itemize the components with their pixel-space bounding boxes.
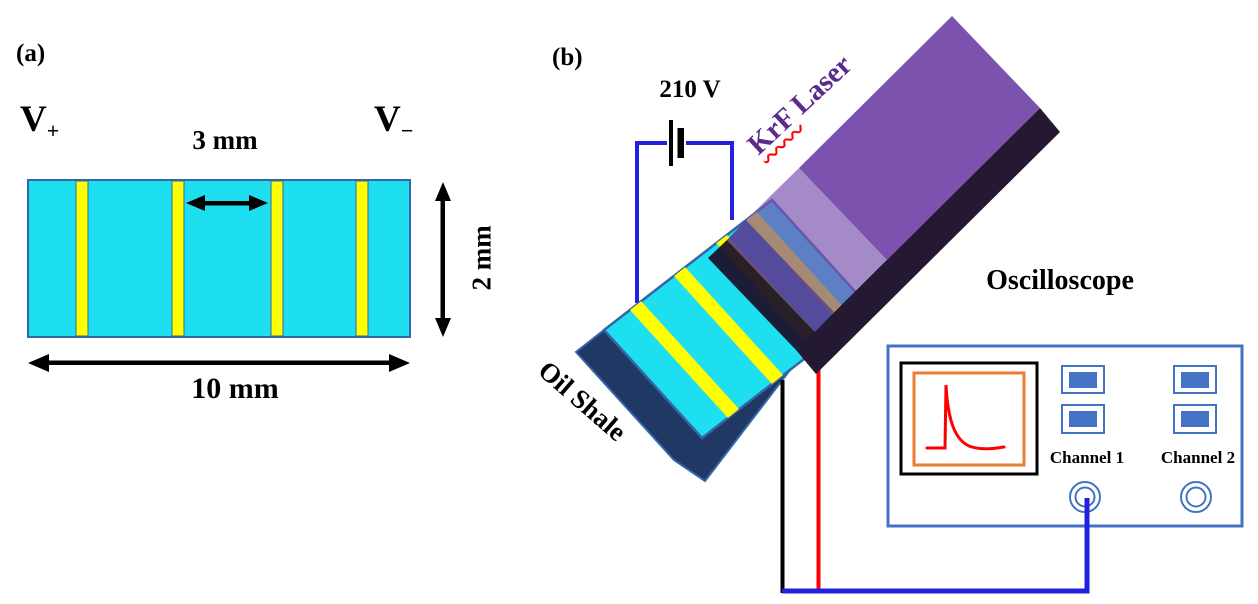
gap-dimension-arrow xyxy=(186,195,268,211)
button-indicator xyxy=(1069,411,1097,427)
oscilloscope-title: Oscilloscope xyxy=(986,265,1134,296)
button-indicator xyxy=(1181,411,1209,427)
button-indicator xyxy=(1181,372,1209,388)
beam-main-face xyxy=(799,16,1040,260)
battery-wire-right xyxy=(686,141,734,220)
oscilloscope-screen-inner xyxy=(912,371,1026,467)
v-minus-sub: − xyxy=(400,117,414,143)
battery-circuit xyxy=(635,141,734,303)
sample-electrode-stripes-a xyxy=(75,180,369,337)
electrode-stripe xyxy=(355,180,369,337)
wire-blue-probe xyxy=(782,498,1090,594)
sample-body-rect xyxy=(27,179,411,338)
electrode-stripe xyxy=(75,180,89,337)
channel-2-label: Channel 2 xyxy=(1160,448,1236,467)
beam-dark-band xyxy=(727,220,834,332)
oscilloscope-front-panel xyxy=(886,344,1244,528)
beam-end-band xyxy=(708,240,815,350)
channel-1-label: Channel 1 xyxy=(1049,448,1125,467)
panel-a-label: (a) xyxy=(16,40,46,67)
battery-icon xyxy=(669,120,684,166)
v-plus-base: V xyxy=(20,99,47,140)
battery-plate-long xyxy=(669,120,673,166)
button-indicator xyxy=(1069,372,1097,388)
electrode-v-plus-label: V+ xyxy=(20,99,60,143)
electrode-stripe xyxy=(270,180,284,337)
pulse-waveform xyxy=(925,384,1006,451)
thickness-dimension-label: 2 mm xyxy=(466,225,497,291)
battery-plate-short xyxy=(677,128,684,158)
length-dimension-arrow xyxy=(28,354,410,372)
channel2-connector-inner xyxy=(1185,486,1207,508)
krf-laser-beam xyxy=(708,16,1060,374)
battery-wire-left xyxy=(635,141,667,303)
panel-b-label: (b) xyxy=(552,44,583,71)
voltage-label: 210 V xyxy=(659,76,721,103)
beam-side-face xyxy=(796,108,1060,374)
v-minus-base: V xyxy=(374,99,401,140)
v-plus-sub: + xyxy=(46,117,60,143)
panel-a-sample-top-view xyxy=(27,179,451,372)
gap-dimension-label: 3 mm xyxy=(192,125,258,155)
channel-button-indicators xyxy=(1069,372,1209,427)
electrode-stripe xyxy=(630,301,739,418)
length-dimension-label: 10 mm xyxy=(191,372,279,405)
beam-translucent-section xyxy=(746,168,887,312)
thickness-dimension-arrow xyxy=(435,182,451,337)
electrode-stripe xyxy=(674,267,783,384)
electrode-v-minus-label: V− xyxy=(374,99,414,143)
electrode-stripe xyxy=(171,180,185,337)
